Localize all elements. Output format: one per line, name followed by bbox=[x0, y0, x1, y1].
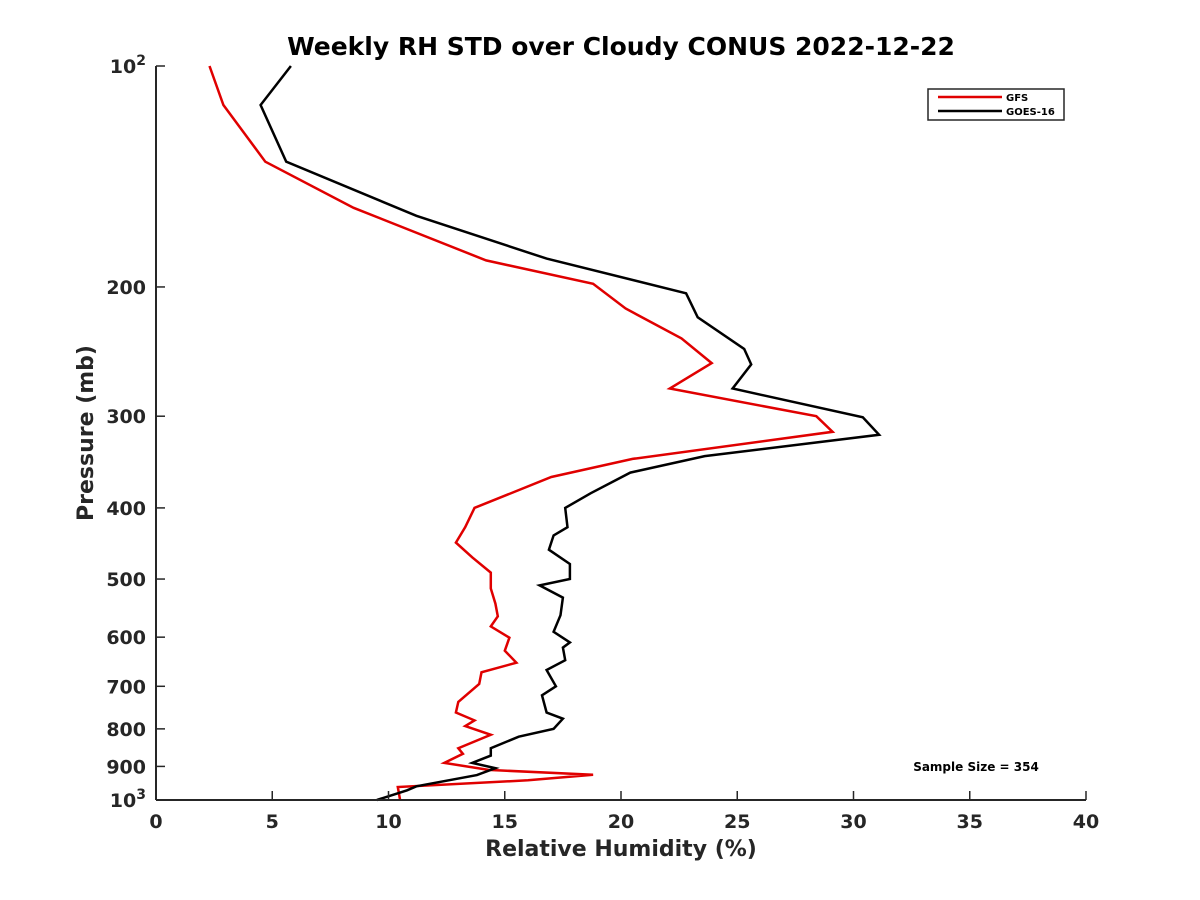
x-tick-label: 25 bbox=[724, 811, 750, 833]
y-tick-label: 600 bbox=[106, 627, 146, 649]
legend-box bbox=[927, 88, 1065, 121]
y-tick-label: 800 bbox=[106, 719, 146, 741]
y-tick-label: 300 bbox=[106, 406, 146, 428]
x-tick-label: 30 bbox=[840, 811, 866, 833]
series-lines bbox=[208, 65, 882, 802]
legend: GFS GOES-16 bbox=[927, 88, 1065, 121]
chart-title: Weekly RH STD over Cloudy CONUS 2022-12-… bbox=[287, 32, 955, 61]
legend-label-gfs: GFS bbox=[1006, 93, 1028, 104]
y-axis-label: Pressure (mb) bbox=[74, 345, 99, 521]
series-line-goes16 bbox=[259, 65, 882, 802]
x-tick-label: 40 bbox=[1073, 811, 1099, 833]
x-tick-label: 10 bbox=[375, 811, 401, 833]
sample-size-annotation: Sample Size = 354 bbox=[913, 760, 1039, 774]
y-tick-label: 400 bbox=[106, 498, 146, 520]
x-axis-label: Relative Humidity (%) bbox=[485, 837, 757, 862]
x-tick-label: 20 bbox=[608, 811, 634, 833]
x-tick-label: 35 bbox=[957, 811, 983, 833]
x-ticks: 0 5 10 15 20 25 30 35 40 bbox=[149, 791, 1099, 833]
y-tick-label: 103 bbox=[110, 787, 146, 812]
y-tick-label: 200 bbox=[106, 277, 146, 299]
y-tick-label: 900 bbox=[106, 756, 146, 778]
x-tick-label: 0 bbox=[149, 811, 162, 833]
y-ticks: 102 200 300 400 500 600 700 800 900 103 bbox=[106, 53, 165, 812]
legend-label-goes16: GOES-16 bbox=[1006, 107, 1055, 118]
y-tick-label: 102 bbox=[110, 53, 146, 78]
y-tick-label: 700 bbox=[106, 676, 146, 698]
series-line-gfs bbox=[208, 65, 836, 801]
x-tick-label: 5 bbox=[266, 811, 279, 833]
y-tick-label: 500 bbox=[106, 569, 146, 591]
x-tick-label: 15 bbox=[492, 811, 518, 833]
